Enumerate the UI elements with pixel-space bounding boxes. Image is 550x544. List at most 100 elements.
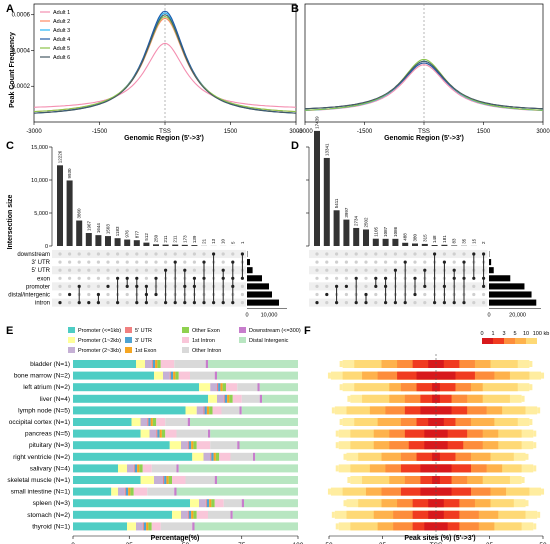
heat-bin — [533, 430, 537, 437]
matrix-dot — [442, 252, 446, 256]
stacked-segment — [128, 487, 131, 496]
matrix-dot — [240, 301, 244, 305]
set-label: 3' UTR — [32, 260, 51, 266]
stacked-segment — [206, 406, 210, 415]
bar-value-label: 139 — [192, 235, 197, 243]
matrix-dot — [335, 260, 339, 264]
heat-bin — [525, 500, 529, 507]
stacked-segment — [210, 441, 238, 450]
stacked-segment — [133, 464, 135, 473]
heat-bin — [343, 500, 347, 507]
stacked-segment — [199, 383, 211, 392]
matrix-dot — [393, 252, 397, 256]
stacked-segment — [148, 522, 152, 531]
heat-bin — [347, 477, 351, 483]
matrix-dot — [68, 252, 72, 256]
heat-bin — [339, 361, 343, 367]
stacked-segment — [191, 441, 194, 450]
stacked-segment — [127, 522, 136, 531]
heat-bin — [335, 465, 339, 472]
intersection-bar — [323, 157, 330, 246]
panel-label-d: D — [291, 140, 299, 152]
matrix-dot — [452, 260, 456, 264]
x-tick-label: TSS — [430, 542, 443, 544]
intersection-bar — [57, 165, 63, 246]
stacked-segment — [165, 429, 177, 438]
legend-swatch — [182, 327, 189, 333]
bar-value-label: 976 — [125, 230, 130, 238]
bar-value-label: 2502 — [364, 217, 369, 228]
stacked-segment — [192, 452, 204, 461]
heat-bin — [339, 384, 343, 391]
matrix-dot — [87, 260, 91, 264]
heat-bin — [331, 407, 335, 414]
matrix-dot — [164, 252, 168, 256]
bar-value-label: 2734 — [354, 215, 359, 226]
category-label: pancreas (N=5) — [25, 431, 70, 438]
stacked-segment — [244, 499, 298, 508]
stacked-segment — [159, 429, 162, 438]
panel-a: Peak Count Frequency Genomic Region (5'-… — [9, 3, 303, 142]
stacked-segment — [151, 464, 177, 473]
matrix-stripe — [52, 282, 246, 291]
matrix-dot — [96, 276, 100, 280]
matrix-dot — [135, 252, 139, 256]
legend-label: Adult 6 — [53, 55, 70, 61]
matrix-stripe — [309, 266, 488, 275]
stacked-segment — [169, 371, 171, 380]
matrix-dot — [164, 260, 168, 264]
matrix-dot — [364, 252, 368, 256]
panel-f-xlabel: Peak sites (%) (5'->3') — [404, 535, 475, 542]
stacked-segment — [217, 383, 219, 392]
panel-a-xlabel: Genomic Region (5'->3') — [124, 135, 204, 142]
matrix-dot — [96, 260, 100, 264]
legend-label: Distal Intergenic — [249, 338, 289, 344]
matrix-dot — [183, 260, 187, 264]
x-tick-label: 50 — [539, 542, 547, 544]
stacked-segment — [217, 371, 298, 380]
heat-bin — [529, 419, 533, 425]
matrix-dot — [135, 260, 139, 264]
stacked-segment — [241, 394, 260, 403]
matrix-dot — [462, 252, 466, 256]
stacked-segment — [190, 499, 199, 508]
stacked-segment — [169, 441, 181, 450]
bar-value-label: 10 — [221, 238, 226, 244]
stacked-segment — [221, 406, 240, 415]
stacked-segment — [230, 510, 233, 519]
category-label: small intestine (N=1) — [11, 489, 70, 496]
stacked-segment — [172, 510, 181, 519]
matrix-stripe — [309, 298, 488, 307]
stacked-segment — [196, 441, 211, 450]
x-tick-label: 50 — [182, 542, 190, 544]
stacked-segment — [137, 464, 140, 473]
matrix-dot — [423, 260, 427, 264]
stacked-segment — [73, 441, 170, 450]
matrix-dot — [315, 260, 319, 264]
matrix-dot — [325, 268, 329, 272]
stacked-segment — [142, 464, 152, 473]
legend-label: Downstream (<=300) — [249, 328, 301, 334]
bar-value-label: 1087 — [383, 226, 388, 237]
matrix-dot — [344, 260, 348, 264]
y-tick-label: 10,000 — [31, 178, 48, 184]
intersection-bar — [162, 244, 169, 246]
stacked-segment — [155, 360, 158, 368]
stacked-segment — [204, 406, 207, 415]
stacked-segment — [214, 371, 217, 380]
stacked-segment — [187, 441, 189, 450]
stacked-segment — [124, 487, 126, 496]
panel-e-xlabel: Percentage(%) — [151, 535, 200, 542]
intersection-bar — [441, 244, 448, 246]
stacked-segment — [136, 522, 143, 531]
stacked-segment — [209, 406, 213, 415]
set-tick-label: 10,000 — [261, 313, 278, 319]
panel-d: 17439 13341 5411 3997 2734 2502 1105 1087 1086 48… — [306, 116, 541, 319]
category-label: occipital cortex (N=1) — [9, 419, 70, 426]
bar-value-label: 12226 — [58, 150, 63, 163]
stacked-segment — [73, 464, 118, 473]
bar-value-label: 315 — [422, 234, 427, 242]
stacked-segment — [196, 510, 208, 519]
matrix-dot — [413, 268, 417, 272]
matrix-dot — [374, 268, 378, 272]
